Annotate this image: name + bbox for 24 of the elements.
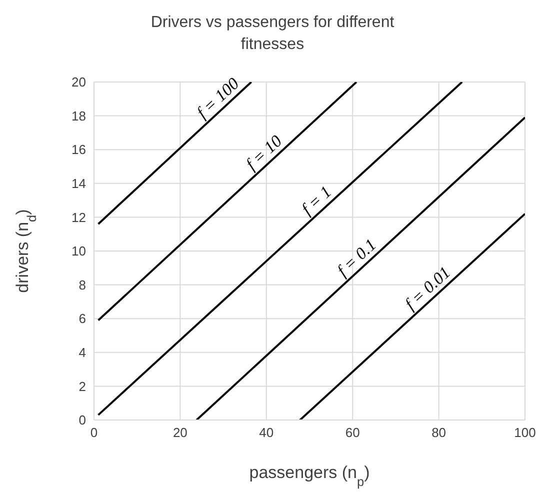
y-tick-label: 18: [72, 108, 86, 124]
x-axis-title: passengers (n$_{p}$): [249, 463, 370, 488]
y-tick-label: 16: [72, 142, 86, 158]
x-tick-label: 100: [514, 425, 536, 440]
y-tick-label: 2: [78, 378, 86, 394]
x-tick-label: 20: [172, 425, 188, 440]
chart-title: Drivers vs passengers for different fitnesses: [150, 13, 396, 55]
x-tick-label: 0: [90, 425, 98, 440]
y-tick-label: 10: [72, 244, 86, 259]
text: f = 1: [298, 182, 336, 219]
y-tick-label: 6: [78, 311, 86, 326]
text: f = 10: [242, 131, 286, 174]
y-tick-label: 0: [78, 412, 86, 428]
y-tick-label: 20: [72, 74, 86, 90]
text: f = 100: [192, 74, 244, 122]
y-tick-label: 12: [72, 210, 86, 225]
x-tick-label: 80: [432, 425, 446, 440]
y-tick-label: 14: [72, 176, 86, 192]
text: f = 0.01: [401, 262, 454, 314]
y-tick-label: 4: [78, 345, 86, 360]
x-tick-label: 60: [345, 425, 360, 440]
y-tick-label: 8: [78, 277, 86, 292]
text: f = 0.1: [333, 235, 380, 280]
x-tick-label: 40: [259, 425, 274, 440]
